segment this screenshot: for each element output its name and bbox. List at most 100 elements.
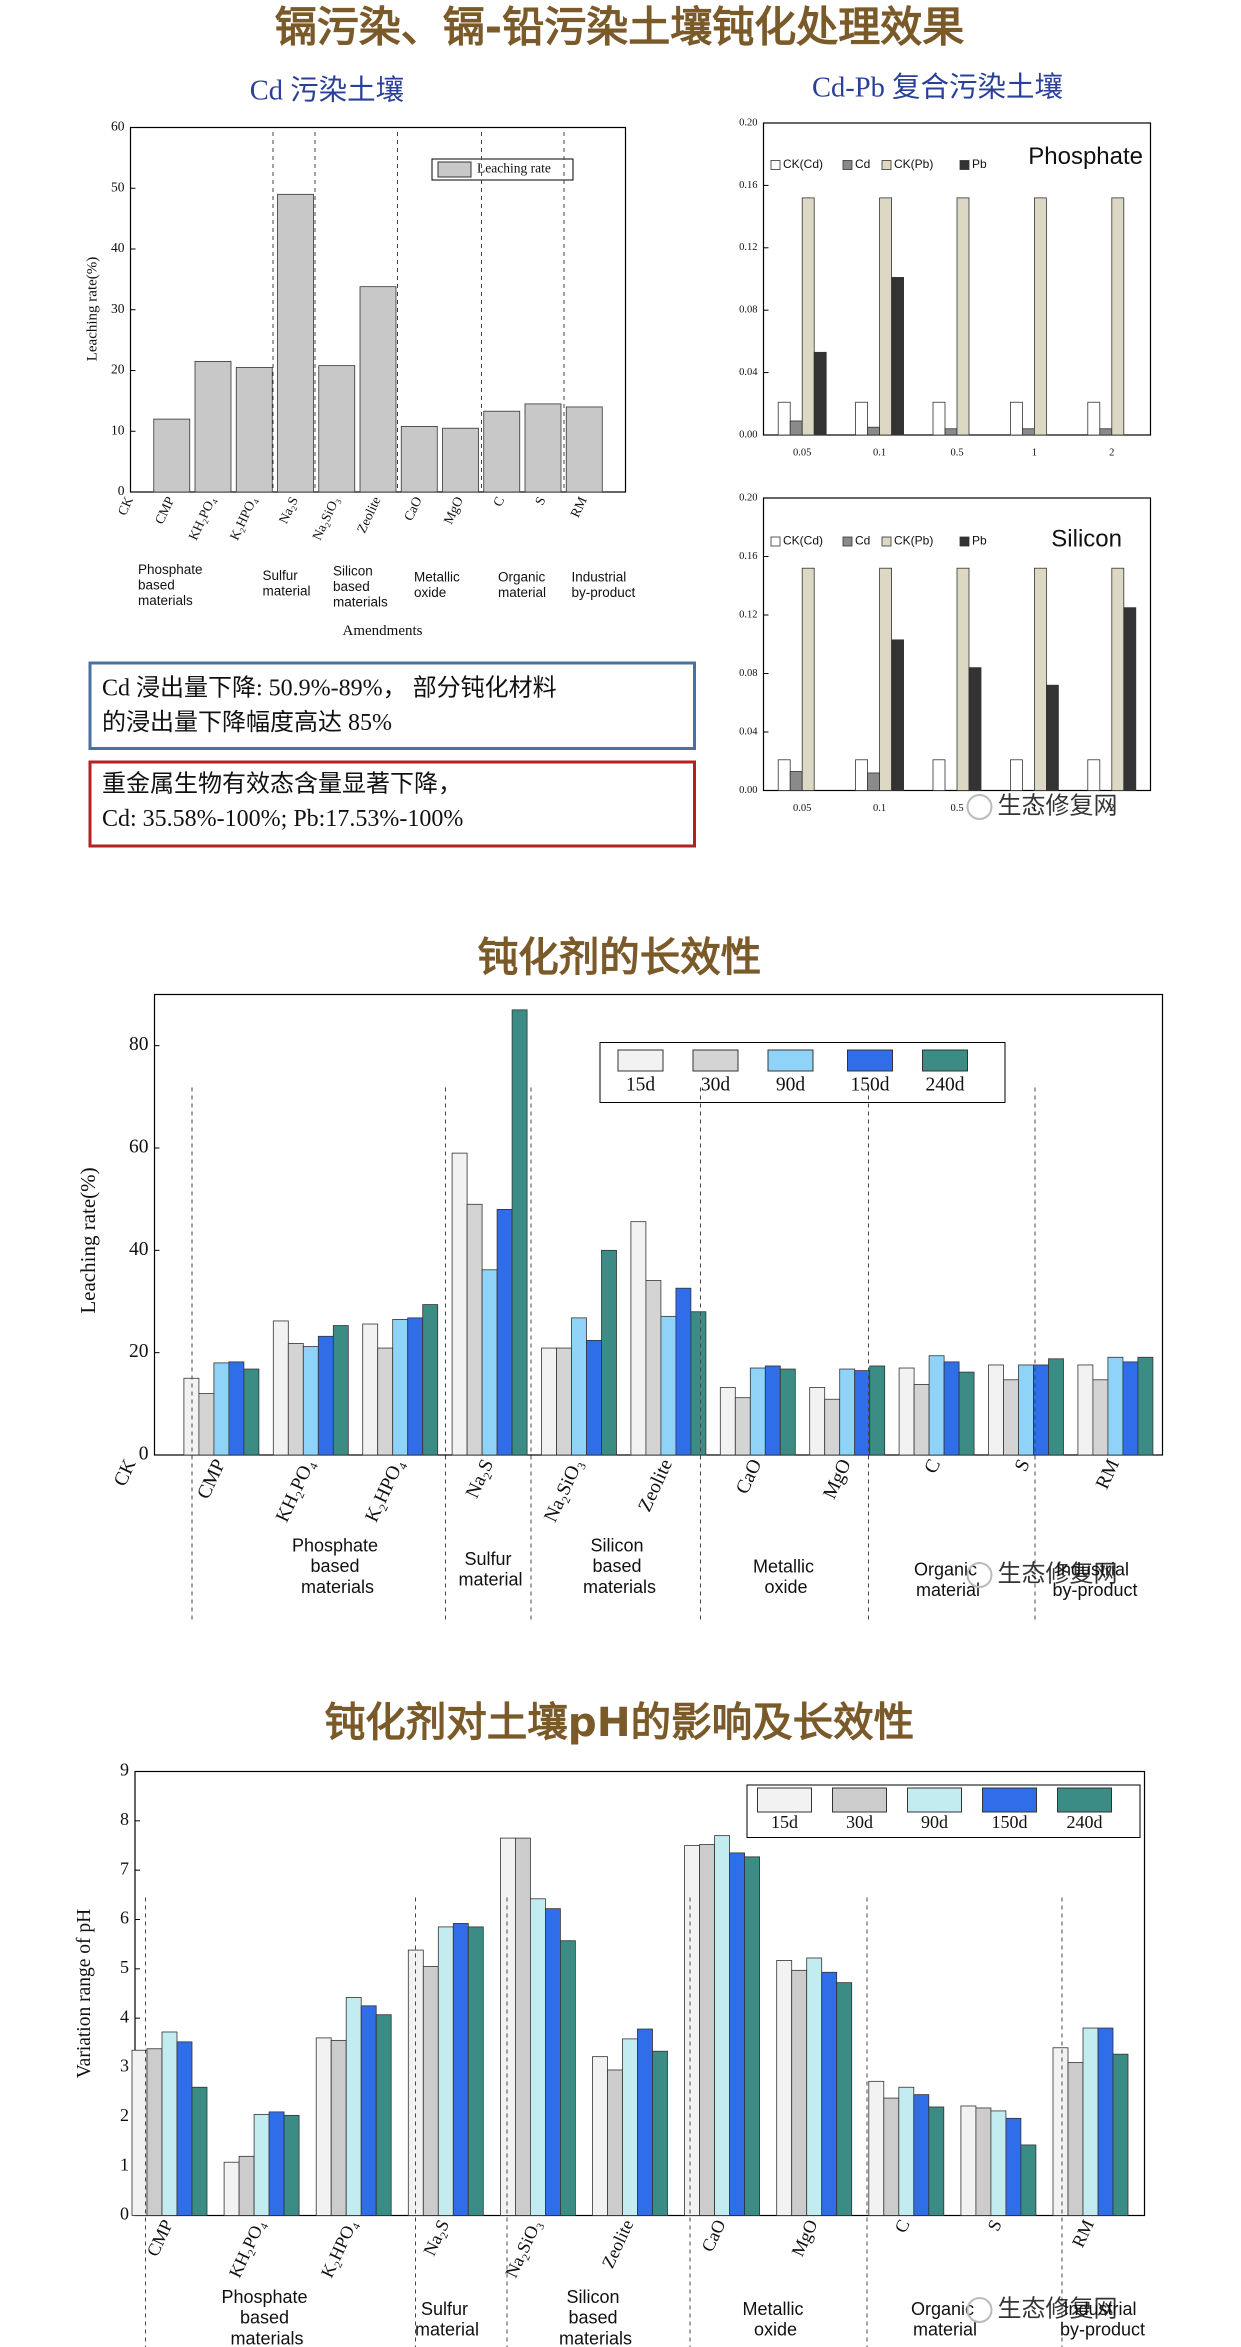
legend-label: Pb [972,534,987,548]
bar [131,2049,148,2216]
bar [1087,759,1101,791]
bar [813,351,827,436]
bar [809,1387,826,1456]
x-tick-label: Na₂SiO₃ [309,494,342,542]
x-tick-label: MgO [440,494,466,526]
x-tick-label: RM [567,494,589,519]
bar [801,197,815,436]
bar [637,2028,653,2216]
x-tick-label: KH₂PO₄ [185,494,218,542]
y-tick-label: 20 [129,1341,149,1362]
y-tick-label: 8 [120,1809,129,1829]
bar [315,2037,332,2216]
bar [272,1320,289,1456]
bar [1122,1361,1139,1456]
group-label: Sulfur material [263,568,311,599]
x-tick-label: Zeolite [598,2216,638,2271]
bar [287,1343,304,1456]
bar [867,426,880,436]
bar [821,1971,838,2216]
bar [777,759,791,791]
bar [541,1347,557,1456]
group-label: Silicon based materials [583,1535,656,1596]
x-tick-label: 2 [1109,447,1114,458]
bar [545,1908,561,2216]
chart-title: Phosphate [1028,143,1143,170]
x-tick-label: Zeolite [635,1456,677,1515]
bar [1052,2047,1069,2216]
bar [183,1377,200,1456]
bar [228,1361,245,1456]
y-tick-label: 10 [111,422,125,437]
x-tick-label: K₂HPO₄ [227,494,260,542]
bar [318,365,356,493]
x-tick-label: Na₂S [276,494,301,526]
y-tick-label: 7 [120,1858,129,1878]
x-tick-label: 0.05 [793,803,811,814]
chart-title: Cd 污染土壤 [250,75,404,107]
bar [1034,197,1047,436]
group-label: Industrial by-product [1060,2299,1145,2340]
note-box [88,661,696,750]
bar [511,1009,528,1456]
y-tick-label: 0.16 [739,551,757,562]
bar [855,401,868,436]
y-tick-label: 80 [129,1034,149,1055]
bar [868,2080,885,2216]
y-tick-label: 0.16 [739,180,757,191]
legend-swatch [907,1787,962,1813]
legend-label: 15d [771,1812,798,1832]
bar [565,406,603,493]
x-tick-label: C [921,1456,946,1477]
bar [836,1982,853,2216]
legend-swatch [982,1787,1037,1813]
legend-label: CK(Cd) [783,157,823,171]
x-tick-label: MgO [819,1456,855,1502]
bar [1020,2144,1037,2216]
group-label: Organic material [914,1559,982,1600]
x-tick-label: RM [1092,1456,1124,1492]
bar [586,1339,602,1456]
watermark: 生态修复网 [998,1560,1118,1587]
bar [556,1347,572,1456]
y-axis-label: Leaching rate(%) [84,257,100,362]
y-tick-label: 0.20 [739,492,757,503]
bar [879,567,892,791]
bar [729,1852,745,2216]
group-label: Sulfur material [415,2299,479,2340]
group-label: Silicon based materials [559,2287,632,2347]
legend-swatch [959,160,970,170]
y-tick-label: 0.00 [739,785,757,796]
bar [515,1837,531,2216]
y-tick-label: 0.00 [739,429,757,440]
watermark-icon [966,2297,993,2323]
legend-label: 90d [776,1074,806,1095]
group-label: Phosphate based materials [221,2287,312,2347]
bar [345,1997,362,2216]
bar [913,1383,930,1456]
note-line: 重金属生物有效态含量显著下降， [102,771,462,798]
bar [530,1898,546,2216]
y-tick-label: 50 [111,179,125,194]
x-tick-label: CaO [401,494,425,523]
bar [452,1923,469,2216]
bar [191,2086,208,2216]
bar [867,772,880,791]
bar [1111,567,1125,791]
y-tick-label: 60 [129,1136,149,1157]
bar [362,1323,379,1456]
bar [268,2111,285,2216]
legend-label: Cd [855,534,870,548]
x-tick-label: 0.1 [873,447,886,458]
bar [789,420,803,436]
x-tick-label: CMP [143,2216,177,2259]
bar [622,2038,638,2216]
bar [499,1837,516,2216]
y-tick-label: 0.04 [739,367,758,378]
bar [360,2005,377,2216]
chart-title: Silicon [1051,525,1122,552]
group-label: Industrial by-product [572,569,636,600]
bar [481,1269,498,1456]
bar [660,1315,677,1456]
